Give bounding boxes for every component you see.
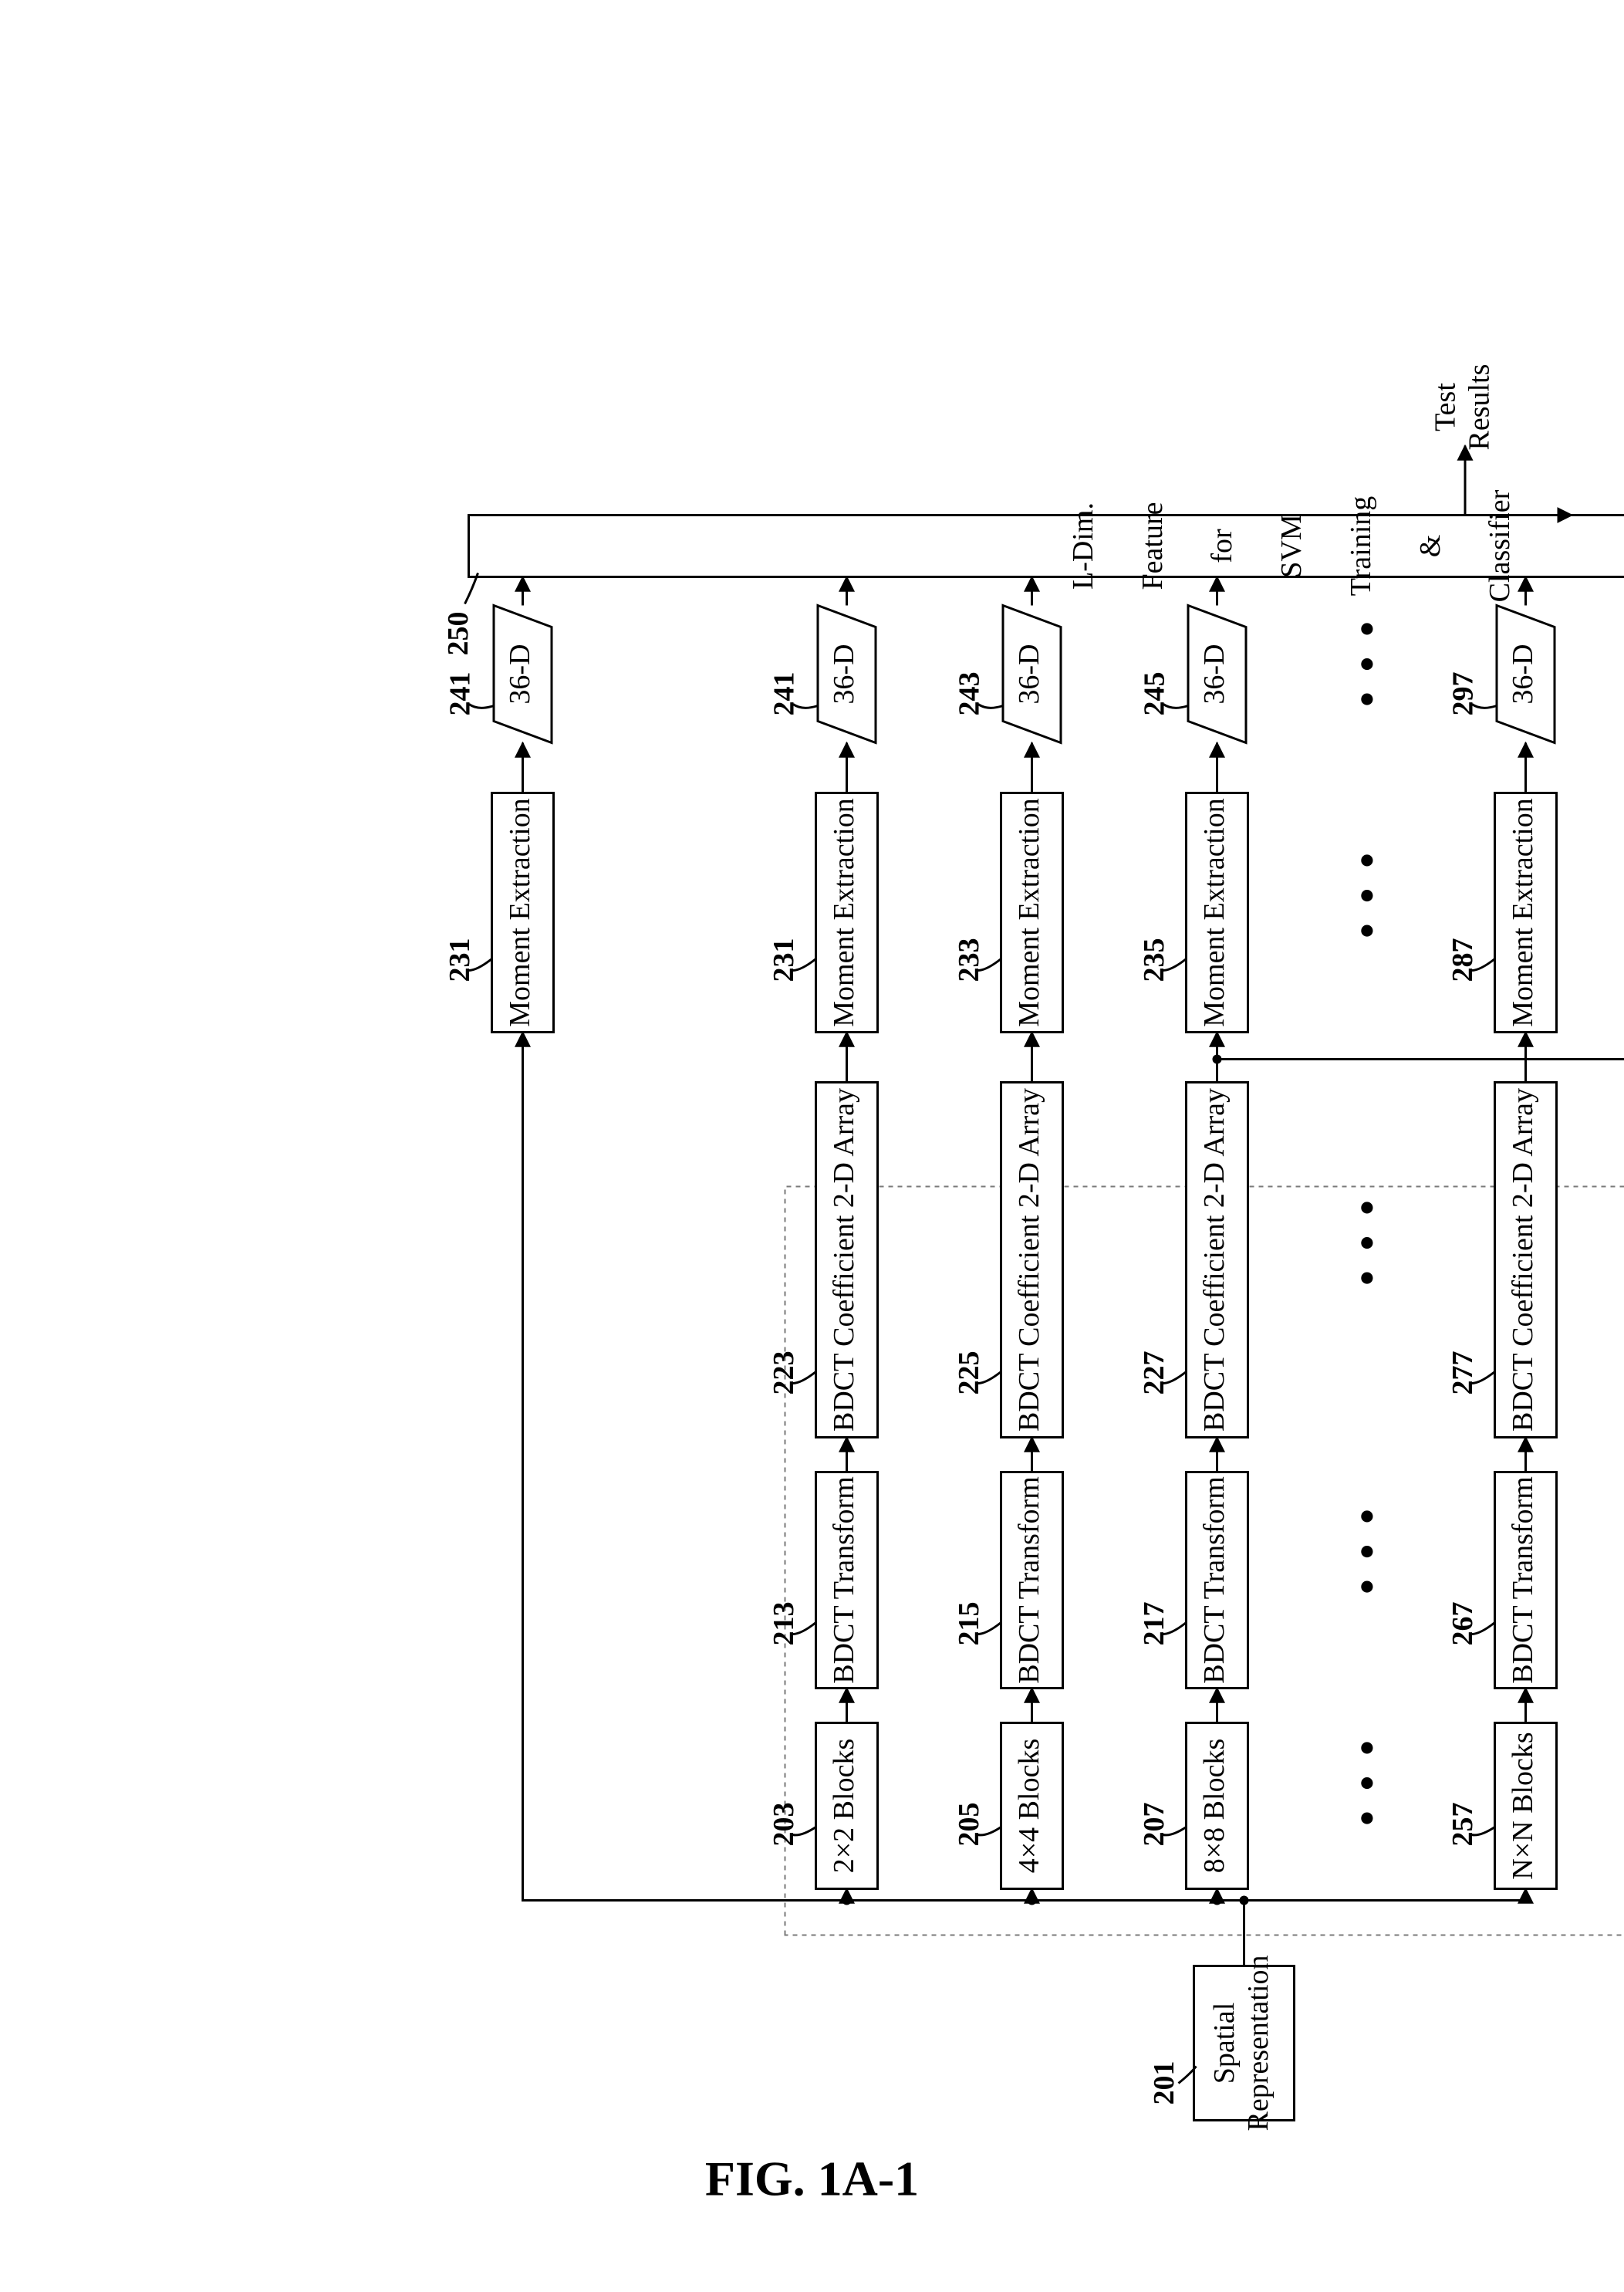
svg-text:&: & bbox=[1414, 535, 1447, 558]
svg-text:241: 241 bbox=[444, 672, 477, 716]
svg-text:36-D: 36-D bbox=[504, 644, 536, 704]
svg-text:205: 205 bbox=[953, 1803, 985, 1847]
svg-text:BDCT Transform: BDCT Transform bbox=[828, 1476, 860, 1684]
svg-text:297: 297 bbox=[1447, 672, 1480, 716]
svg-text:267: 267 bbox=[1447, 1602, 1479, 1646]
svg-text:BDCT Coefficient 2-D Array: BDCT Coefficient 2-D Array bbox=[1507, 1088, 1539, 1432]
svg-text:225: 225 bbox=[953, 1351, 985, 1395]
svg-text:207: 207 bbox=[1138, 1803, 1170, 1847]
svg-text:BDCT Coefficient 2-D Array: BDCT Coefficient 2-D Array bbox=[1198, 1088, 1231, 1432]
svg-text:N×N Blocks: N×N Blocks bbox=[1507, 1732, 1539, 1879]
svg-text:287: 287 bbox=[1447, 938, 1479, 982]
svg-text:• • •: • • • bbox=[1343, 1504, 1391, 1594]
svg-text:BDCT Coefficient 2-D Array: BDCT Coefficient 2-D Array bbox=[828, 1088, 860, 1432]
svg-text:• • •: • • • bbox=[1621, 848, 1624, 938]
svg-text:for: for bbox=[1206, 529, 1238, 563]
svg-text:Moment Extraction: Moment Extraction bbox=[504, 798, 536, 1027]
svm-classifier bbox=[469, 516, 1624, 577]
svg-text:36-D: 36-D bbox=[1507, 644, 1539, 704]
svg-text:241: 241 bbox=[768, 672, 801, 716]
svg-text:250: 250 bbox=[442, 612, 474, 656]
svg-text:BDCT Coefficient 2-D Array: BDCT Coefficient 2-D Array bbox=[1013, 1088, 1045, 1432]
svg-text:2×2 Blocks: 2×2 Blocks bbox=[828, 1739, 860, 1874]
svg-text:• • •: • • • bbox=[1343, 1195, 1391, 1286]
svg-text:• • •: • • • bbox=[1343, 1736, 1391, 1826]
svg-text:233: 233 bbox=[953, 938, 985, 982]
svg-text:Classifier: Classifier bbox=[1484, 489, 1516, 602]
svg-text:277: 277 bbox=[1447, 1351, 1479, 1395]
svg-text:Results: Results bbox=[1464, 364, 1496, 451]
svg-text:Moment Extraction: Moment Extraction bbox=[1198, 798, 1231, 1027]
svg-text:243: 243 bbox=[954, 672, 986, 716]
svg-text:Spatial: Spatial bbox=[1208, 2003, 1241, 2084]
svg-text:217: 217 bbox=[1138, 1602, 1170, 1646]
svg-text:Moment Extraction: Moment Extraction bbox=[1507, 798, 1539, 1027]
svg-text:231: 231 bbox=[444, 938, 476, 982]
svg-text:• • •: • • • bbox=[1621, 617, 1624, 707]
svg-text:BDCT Transform: BDCT Transform bbox=[1507, 1476, 1539, 1684]
svg-text:245: 245 bbox=[1139, 672, 1171, 716]
svg-text:BDCT Transform: BDCT Transform bbox=[1198, 1476, 1231, 1684]
svg-text:257: 257 bbox=[1447, 1803, 1479, 1847]
svg-text:235: 235 bbox=[1138, 938, 1170, 982]
svg-text:Training: Training bbox=[1345, 496, 1377, 597]
svg-text:Moment Extraction: Moment Extraction bbox=[1013, 798, 1045, 1027]
svg-text:36-D: 36-D bbox=[828, 644, 860, 704]
svg-text:213: 213 bbox=[768, 1602, 800, 1646]
svg-text:231: 231 bbox=[768, 938, 800, 982]
svg-text:FIG. 1A-1: FIG. 1A-1 bbox=[705, 2152, 919, 2206]
svg-text:203: 203 bbox=[768, 1803, 800, 1847]
svg-text:Moment Extraction: Moment Extraction bbox=[828, 798, 860, 1027]
svg-text:36-D: 36-D bbox=[1013, 644, 1045, 704]
svg-text:4×4 Blocks: 4×4 Blocks bbox=[1013, 1739, 1045, 1874]
svg-text:Test: Test bbox=[1430, 383, 1462, 431]
svg-text:201: 201 bbox=[1148, 2061, 1180, 2105]
svg-text:SVM: SVM bbox=[1275, 514, 1308, 577]
svg-text:• • •: • • • bbox=[1343, 848, 1391, 938]
svg-text:L-Dim.: L-Dim. bbox=[1067, 502, 1099, 590]
svg-text:• • •: • • • bbox=[1343, 617, 1391, 707]
svg-text:Feature: Feature bbox=[1136, 502, 1169, 590]
svg-text:215: 215 bbox=[953, 1602, 985, 1646]
svg-text:36-D: 36-D bbox=[1198, 644, 1231, 704]
svg-text:8×8 Blocks: 8×8 Blocks bbox=[1198, 1739, 1231, 1874]
svg-text:Representation: Representation bbox=[1242, 1956, 1275, 2131]
svg-text:223: 223 bbox=[768, 1351, 800, 1395]
svg-text:227: 227 bbox=[1138, 1351, 1170, 1395]
svg-text:BDCT Transform: BDCT Transform bbox=[1013, 1476, 1045, 1684]
